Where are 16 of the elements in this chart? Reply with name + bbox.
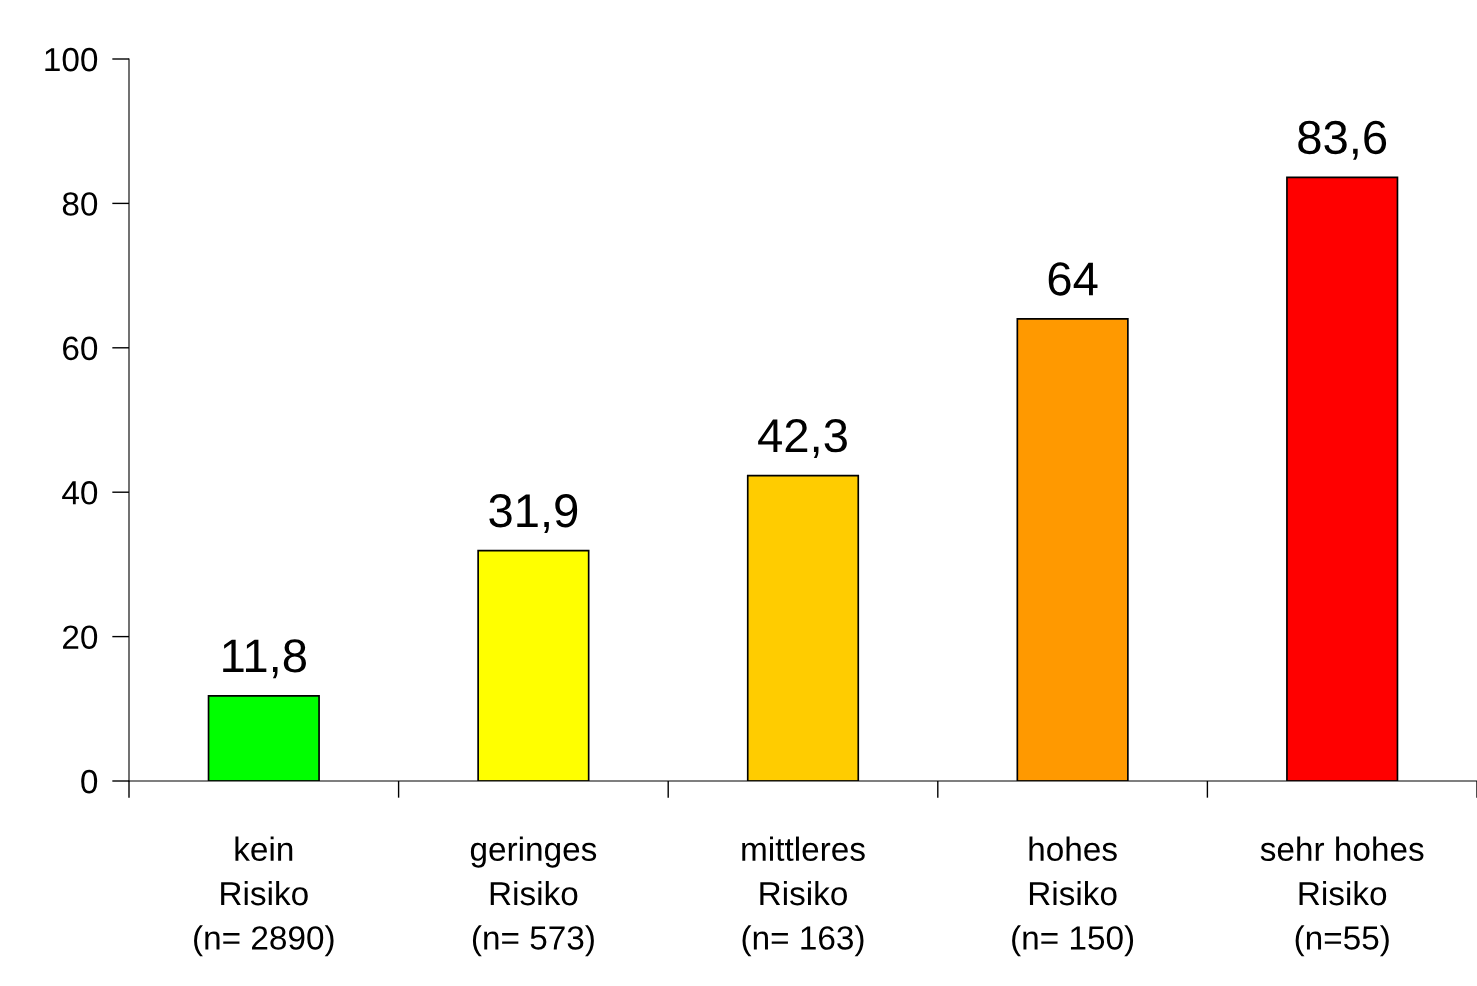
x-tick-label: mittleres Risiko (n= 163) — [742, 836, 865, 957]
data-label: 11,8 — [223, 639, 306, 679]
y-tick-label: 100 — [45, 47, 98, 72]
x-tick-label: hohes Risiko (n= 150) — [1012, 836, 1134, 957]
x-tick-label: geringes Risiko (n= 573) — [470, 836, 597, 957]
data-label: 42,3 — [758, 418, 847, 458]
data-label: 64 — [1048, 262, 1098, 296]
y-tick-label: 80 — [62, 192, 98, 216]
y-tick-label: 20 — [63, 625, 98, 650]
x-tick-label: sehr hohes Risiko (n=55) — [1260, 836, 1424, 957]
y-tick-label: 40 — [62, 481, 98, 505]
y-tick-label: 0 — [81, 769, 98, 794]
data-label: 83,6 — [1298, 120, 1387, 160]
y-tick-label: 60 — [63, 336, 98, 361]
data-label: 31,9 — [489, 494, 578, 534]
x-tick-label: kein Risiko (n= 2890) — [194, 836, 334, 957]
